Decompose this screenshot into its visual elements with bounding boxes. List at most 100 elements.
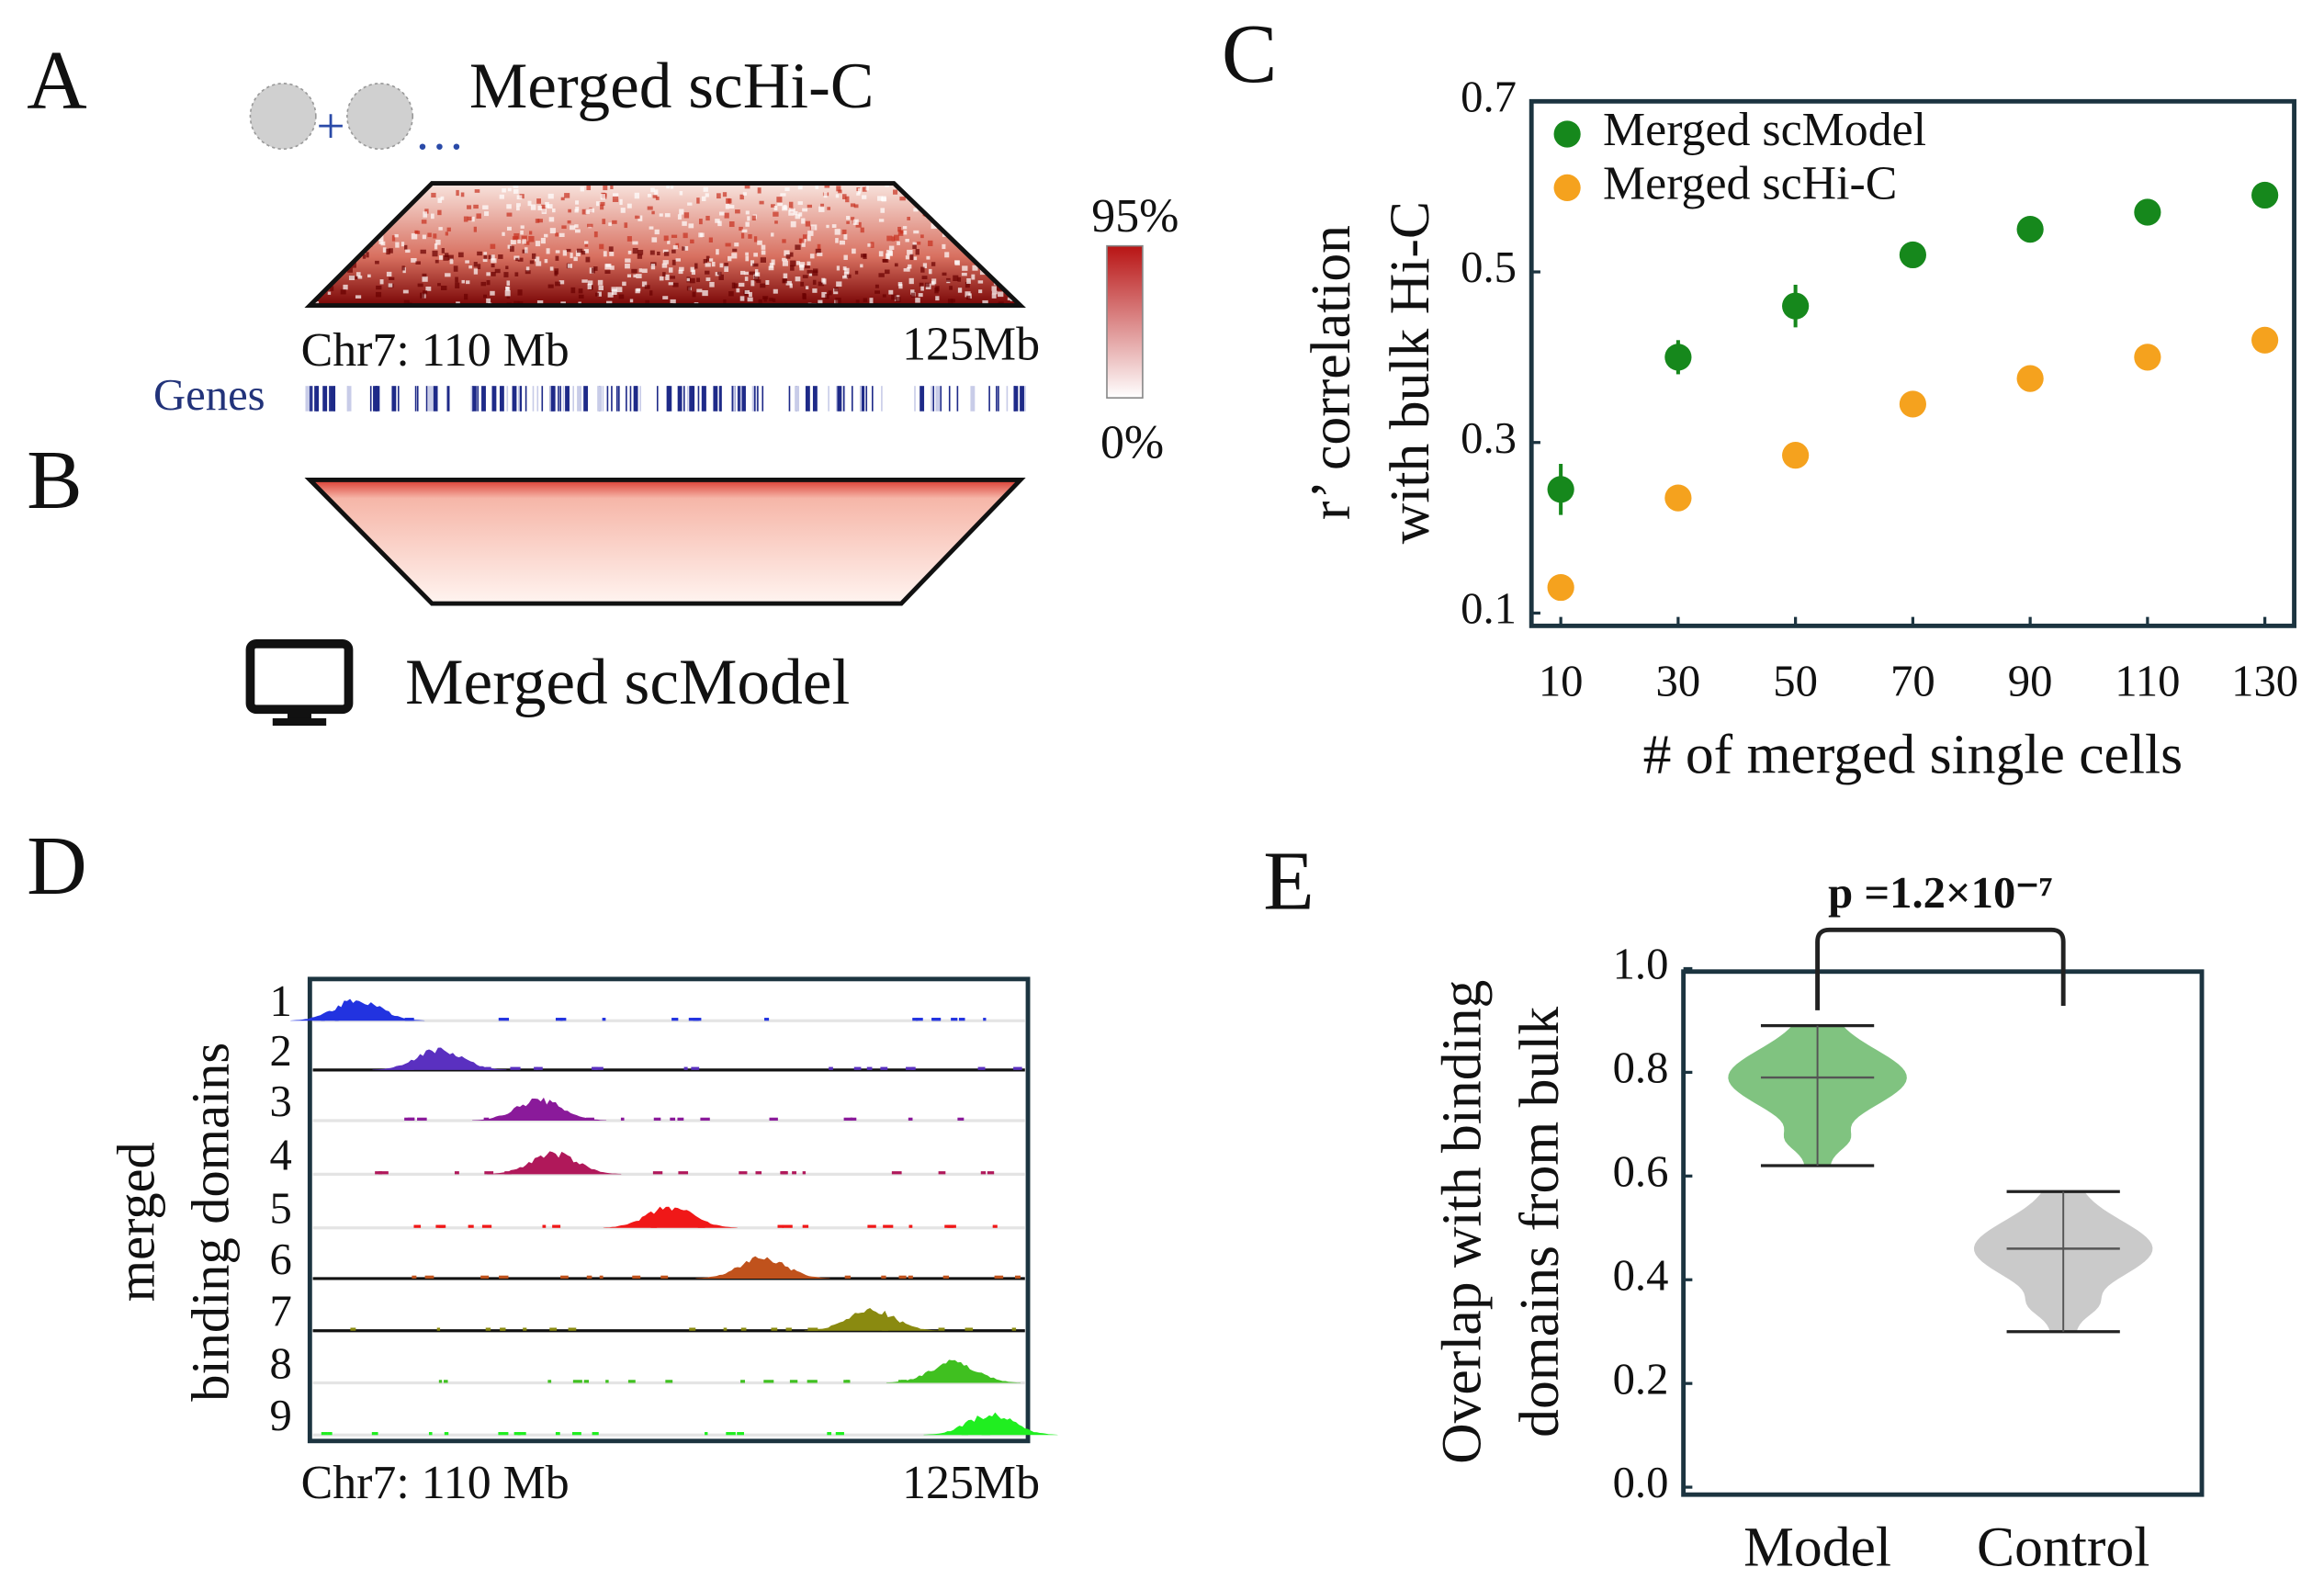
track-noise (994, 1275, 1004, 1279)
speck (790, 252, 794, 257)
gene (656, 386, 659, 412)
speck (897, 226, 902, 232)
track-noise (436, 1327, 441, 1331)
speck (382, 247, 387, 253)
speck (587, 283, 592, 289)
speck (793, 210, 798, 216)
speck (618, 294, 625, 299)
speck (408, 187, 412, 193)
speck (568, 209, 571, 213)
track-noise (771, 1327, 778, 1331)
speck (347, 267, 353, 273)
gene (541, 386, 544, 412)
speck (805, 286, 809, 290)
speck (502, 231, 505, 236)
point (2251, 326, 2279, 354)
track-noise (992, 1224, 998, 1228)
speck (782, 239, 786, 243)
plot-frame (1529, 98, 2296, 628)
track-noise (951, 1018, 958, 1021)
speck (424, 209, 429, 214)
speck (375, 260, 379, 265)
track-noise (321, 1018, 325, 1021)
speck (414, 231, 421, 234)
speck (728, 291, 734, 297)
speck (797, 184, 803, 190)
speck (772, 298, 776, 302)
speck (731, 253, 738, 259)
speck (527, 200, 532, 207)
speck (928, 268, 932, 275)
speck (403, 299, 410, 306)
speck (507, 244, 512, 249)
gene (447, 386, 450, 412)
speck (913, 256, 918, 261)
speck (780, 193, 786, 197)
track-noise (957, 1380, 964, 1383)
speck (637, 215, 643, 221)
speck (631, 268, 637, 274)
speck (964, 183, 970, 189)
gene (470, 386, 473, 412)
speck (311, 250, 316, 255)
track-noise (498, 1117, 502, 1121)
speck (483, 294, 487, 299)
speck (625, 258, 631, 263)
speck (863, 298, 867, 302)
gene (562, 386, 565, 412)
speck (805, 220, 811, 227)
speck (593, 266, 598, 271)
speck (918, 293, 923, 298)
speck (905, 255, 909, 260)
speck (312, 273, 320, 277)
speck (870, 242, 874, 248)
speck (835, 194, 840, 198)
speck (477, 264, 481, 270)
speck (655, 197, 660, 200)
speck (795, 276, 801, 282)
speck (842, 276, 849, 279)
speck (828, 290, 832, 296)
track-noise (739, 1171, 748, 1175)
track-noise (665, 1380, 673, 1383)
point (1899, 241, 1926, 269)
speck (783, 273, 788, 279)
speck (537, 205, 543, 211)
track-noise (378, 1171, 389, 1175)
speck (404, 244, 408, 250)
speck (853, 204, 859, 209)
speck (938, 185, 944, 191)
speck (473, 268, 479, 275)
speck (935, 286, 940, 292)
speck (800, 281, 805, 287)
gene (795, 386, 800, 412)
speck (972, 265, 978, 271)
speck (860, 254, 867, 258)
gene (626, 386, 627, 412)
speck (701, 196, 706, 201)
speck (517, 289, 523, 296)
speck (394, 233, 399, 238)
speck (961, 188, 966, 195)
speck (310, 258, 317, 264)
speck (310, 257, 316, 263)
speck (506, 295, 510, 299)
speck (826, 224, 829, 229)
colorbar-min: 0% (1100, 417, 1164, 469)
speck (537, 219, 543, 223)
track-noise (911, 1066, 916, 1070)
track-noise (549, 1327, 558, 1331)
point (2016, 365, 2044, 392)
speck (838, 189, 842, 194)
y-tick-label: 1.0 (1613, 940, 1669, 989)
gene (851, 386, 853, 412)
speck (574, 224, 579, 228)
track-noise (485, 1327, 491, 1331)
speck (855, 299, 860, 303)
gene (865, 386, 868, 412)
track-noise (572, 1380, 582, 1383)
track-noise (428, 1432, 433, 1436)
speck (422, 234, 426, 240)
gene (577, 386, 581, 412)
speck (386, 271, 392, 277)
